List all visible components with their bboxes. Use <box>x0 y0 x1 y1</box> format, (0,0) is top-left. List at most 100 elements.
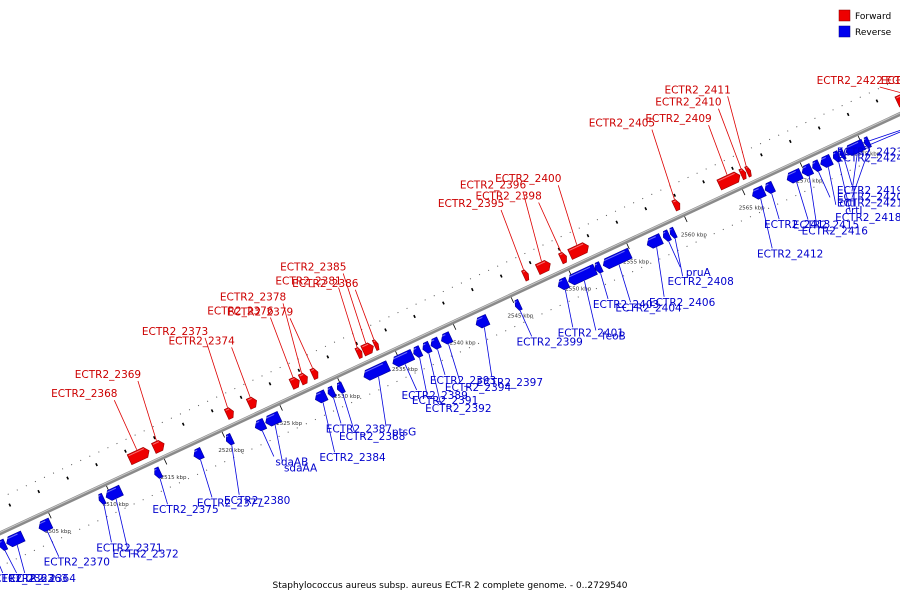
gene-arrow[interactable] <box>567 241 591 260</box>
reverse-gene[interactable] <box>390 349 416 368</box>
reverse-gene[interactable] <box>800 163 815 178</box>
gene-arrow[interactable] <box>763 180 776 195</box>
gene-arrow[interactable] <box>362 360 391 382</box>
gene-arrow[interactable] <box>818 153 834 169</box>
gene-arrow[interactable] <box>521 269 530 282</box>
gene-arrow[interactable] <box>390 349 416 368</box>
gene-arrow[interactable] <box>785 167 804 184</box>
gene-arrow[interactable] <box>192 447 205 461</box>
gene-arrow[interactable] <box>97 492 107 505</box>
gene-arrow[interactable] <box>4 530 26 549</box>
reverse-gene[interactable] <box>152 466 164 480</box>
reverse-gene[interactable] <box>192 447 205 461</box>
gene-arrow[interactable] <box>668 226 678 239</box>
gene-arrow[interactable] <box>429 336 442 351</box>
gene-arrow[interactable] <box>862 136 872 149</box>
gene-arrow[interactable] <box>309 367 320 381</box>
gene-arrow[interactable] <box>335 381 346 395</box>
reverse-gene[interactable] <box>474 313 491 329</box>
reverse-gene[interactable] <box>513 298 523 311</box>
reverse-gene[interactable] <box>313 389 329 405</box>
reverse-gene[interactable] <box>831 150 842 164</box>
gene-arrow[interactable] <box>297 372 310 386</box>
forward-gene[interactable] <box>223 406 236 420</box>
reverse-gene[interactable] <box>661 229 672 243</box>
reverse-gene[interactable] <box>668 226 678 239</box>
gene-arrow[interactable] <box>844 138 867 157</box>
gene-arrow[interactable] <box>566 263 598 286</box>
reverse-gene[interactable] <box>263 410 283 427</box>
gene-arrow[interactable] <box>360 341 376 357</box>
reverse-gene[interactable] <box>37 517 54 533</box>
gene-arrow[interactable] <box>645 233 664 250</box>
forward-gene[interactable] <box>521 269 530 282</box>
gene-arrow[interactable] <box>37 517 54 533</box>
forward-gene[interactable] <box>716 170 742 191</box>
forward-gene[interactable] <box>894 90 900 108</box>
forward-gene[interactable] <box>151 439 166 454</box>
gene-arrow[interactable] <box>831 150 842 164</box>
gene-arrow[interactable] <box>263 410 283 427</box>
gene-arrow[interactable] <box>750 185 767 201</box>
gene-arrow[interactable] <box>371 339 380 351</box>
reverse-gene[interactable] <box>335 381 346 395</box>
gene-arrow[interactable] <box>810 159 823 173</box>
reverse-gene[interactable] <box>810 159 823 173</box>
forward-gene[interactable] <box>245 396 259 410</box>
gene-arrow[interactable] <box>601 247 633 270</box>
gene-arrow[interactable] <box>223 406 236 420</box>
reverse-gene[interactable] <box>566 263 598 286</box>
reverse-gene[interactable] <box>104 484 124 502</box>
gene-arrow[interactable] <box>534 259 552 275</box>
gene-arrow[interactable] <box>245 396 259 410</box>
forward-gene[interactable] <box>744 165 753 178</box>
reverse-gene[interactable] <box>862 136 872 149</box>
gene-arrow[interactable] <box>152 466 164 480</box>
reverse-gene[interactable] <box>421 340 433 354</box>
reverse-gene[interactable] <box>326 385 337 399</box>
reverse-gene[interactable] <box>224 433 235 446</box>
gene-arrow[interactable] <box>744 165 753 178</box>
reverse-gene[interactable] <box>411 345 424 359</box>
forward-gene[interactable] <box>354 347 364 360</box>
reverse-gene[interactable] <box>253 417 268 432</box>
gene-arrow[interactable] <box>474 313 491 329</box>
reverse-gene[interactable] <box>750 185 767 201</box>
gene-arrow[interactable] <box>224 433 235 446</box>
gene-arrow[interactable] <box>593 261 604 275</box>
forward-gene[interactable] <box>567 241 591 260</box>
gene-arrow[interactable] <box>671 198 682 212</box>
gene-arrow[interactable] <box>556 276 571 291</box>
forward-gene[interactable] <box>558 251 568 265</box>
forward-gene[interactable] <box>371 339 380 351</box>
gene-arrow[interactable] <box>716 170 742 191</box>
forward-gene[interactable] <box>738 168 748 181</box>
gene-arrow[interactable] <box>513 298 523 311</box>
gene-arrow[interactable] <box>838 147 847 160</box>
gene-arrow[interactable] <box>800 163 815 178</box>
forward-gene[interactable] <box>360 341 376 357</box>
gene-arrow[interactable] <box>421 340 433 354</box>
reverse-gene[interactable] <box>362 360 391 382</box>
gene-arrow[interactable] <box>439 331 454 346</box>
reverse-gene[interactable] <box>593 261 604 275</box>
reverse-gene[interactable] <box>4 530 26 549</box>
gene-arrow[interactable] <box>326 385 337 399</box>
reverse-gene[interactable] <box>439 331 454 346</box>
reverse-gene[interactable] <box>818 153 834 169</box>
forward-gene[interactable] <box>534 259 552 275</box>
gene-arrow[interactable] <box>253 417 268 432</box>
gene-arrow[interactable] <box>313 389 329 405</box>
gene-arrow[interactable] <box>0 538 9 552</box>
forward-gene[interactable] <box>288 376 302 390</box>
reverse-gene[interactable] <box>556 276 571 291</box>
forward-gene[interactable] <box>126 446 151 466</box>
gene-arrow[interactable] <box>104 484 124 502</box>
reverse-gene[interactable] <box>429 336 442 351</box>
forward-gene[interactable] <box>297 372 310 386</box>
forward-gene[interactable] <box>309 367 320 381</box>
reverse-gene[interactable] <box>97 492 107 505</box>
gene-arrow[interactable] <box>738 168 748 181</box>
gene-arrow[interactable] <box>151 439 166 454</box>
reverse-gene[interactable] <box>645 233 664 250</box>
